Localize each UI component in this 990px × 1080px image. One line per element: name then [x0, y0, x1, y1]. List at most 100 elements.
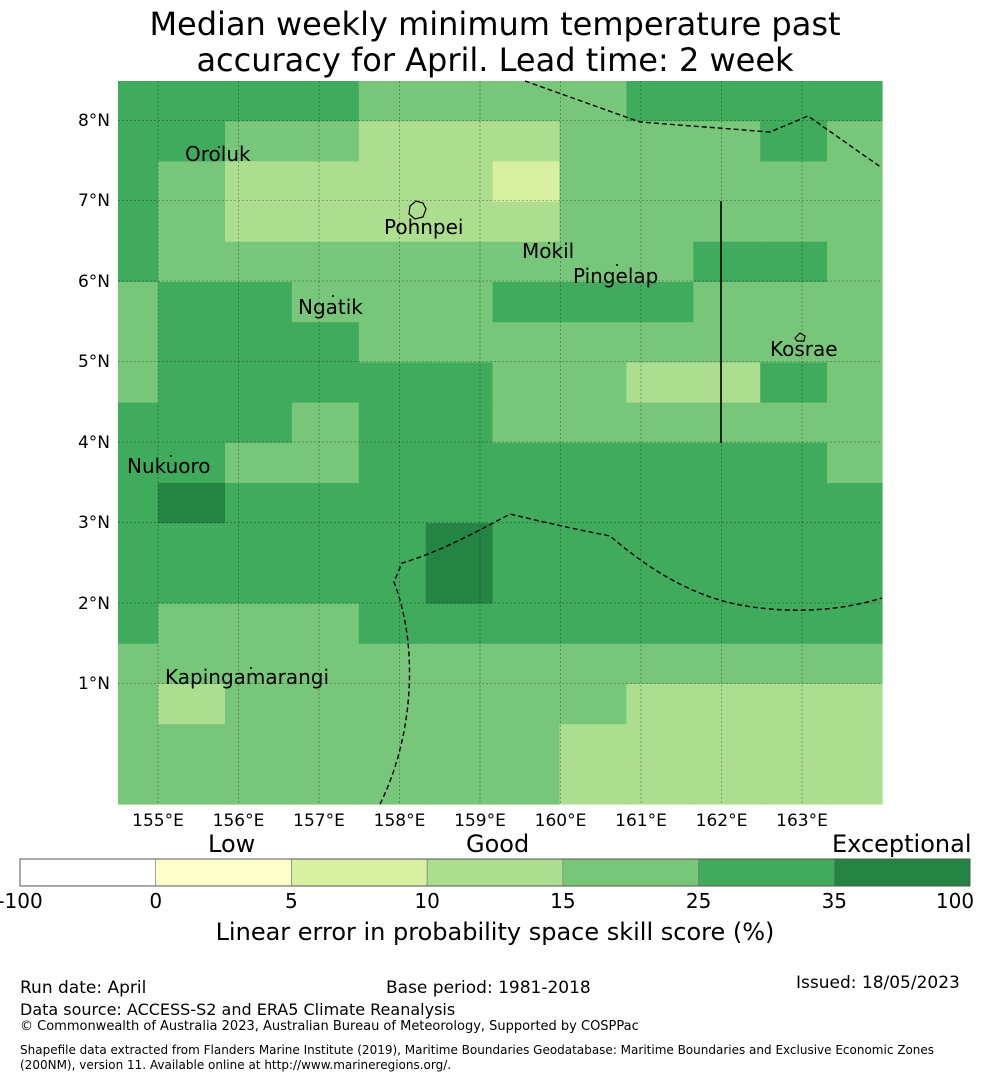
grid-cell [158, 563, 226, 605]
grid-cell [760, 402, 828, 444]
lat-label-5n: 5°N [78, 352, 110, 372]
grid-cell [760, 483, 828, 524]
grid-cell [158, 523, 226, 564]
eez-boundary-south-arc [379, 513, 883, 805]
grid-cell [760, 764, 828, 805]
grid-cell [626, 81, 694, 122]
grid-cell [559, 81, 627, 122]
grid-cell [626, 724, 694, 765]
lat-label-1n: 1°N [78, 674, 110, 694]
pohnpei-island-icon [408, 200, 427, 220]
grid-cell [358, 764, 427, 805]
grid-cell [225, 523, 293, 564]
grid-cell [827, 201, 883, 243]
grid-cell [291, 764, 360, 805]
grid-cell [559, 322, 627, 363]
grid-cell [693, 402, 761, 444]
grid-cell [358, 201, 427, 243]
grid-cell [559, 603, 627, 645]
grid-cell [693, 643, 761, 685]
grid-cell [425, 442, 494, 484]
grid-cell [358, 121, 427, 162]
grid-cell [693, 161, 761, 203]
grid-cell [492, 161, 561, 203]
grid-cell [559, 241, 627, 283]
grid-cell [291, 241, 360, 283]
island-outlines [408, 200, 806, 342]
grid-cell [559, 684, 627, 725]
cb-tick-5: 5 [285, 889, 298, 913]
grid-cell [158, 603, 226, 645]
colorbar-segment [19, 858, 157, 887]
data-source: Data source: ACCESS-S2 and ERA5 Climate … [20, 1000, 456, 1019]
grid-cell [693, 201, 761, 243]
grid-cell [158, 121, 226, 162]
grid-cell [225, 81, 293, 122]
grid-cell [291, 121, 360, 162]
grid-cell [358, 643, 427, 685]
place-label-oroluk: Oroluk [185, 142, 251, 166]
grid-cell [225, 241, 293, 283]
grid-cell [760, 201, 828, 243]
grid-cell [225, 201, 293, 243]
grid-cell [827, 362, 883, 404]
place-label-nukuoro: Nukuoro [127, 454, 211, 478]
grid-cell [425, 121, 494, 162]
grid-cell [158, 764, 226, 805]
grid-cell [425, 724, 494, 765]
kosrae-island-icon [794, 332, 806, 342]
grid-cell [626, 402, 694, 444]
grid-cell [158, 201, 226, 243]
shapefile-credit-line-2: (200NM), version 11. Available online at… [20, 1058, 452, 1072]
grid-cell [425, 603, 494, 645]
grid-cell [225, 603, 293, 645]
lat-label-3n: 3°N [78, 513, 110, 533]
grid-cell [827, 322, 883, 363]
grid-cell [626, 282, 694, 323]
grid-cell [358, 483, 427, 524]
grid-cell [693, 563, 761, 605]
skill-grid [118, 81, 883, 805]
grid-cell [291, 362, 360, 404]
grid-cell [118, 121, 159, 162]
colorbar-segments [19, 858, 971, 887]
grid-cell [827, 282, 883, 323]
copyright: © Commonwealth of Australia 2023, Austra… [20, 1019, 639, 1034]
grid-cell [225, 483, 293, 524]
grid-cell [760, 724, 828, 765]
lon-label-159e: 159°E [454, 811, 506, 830]
grid-cell [693, 322, 761, 363]
grid-cell [492, 201, 561, 243]
grid-cell [559, 442, 627, 484]
grid-cell [225, 402, 293, 444]
grid-cell [425, 201, 494, 243]
grid-cell [225, 121, 293, 162]
colorbar: -100 0 5 10 15 25 35 100 [0, 858, 974, 913]
grid-cell [118, 322, 159, 363]
grid-cell [693, 442, 761, 484]
category-label-low: Low [208, 830, 256, 858]
grid-cell [425, 282, 494, 323]
grid-cell [291, 201, 360, 243]
cb-tick-10: 10 [414, 889, 439, 913]
grid-cell [225, 362, 293, 404]
grid-cell [291, 724, 360, 765]
grid-cell [425, 402, 494, 444]
eez-boundaries [379, 80, 883, 805]
colorbar-segment [698, 858, 835, 887]
title-line-1: Median weekly minimum temperature past [149, 5, 841, 43]
grid-cell [291, 81, 360, 122]
grid-cell [760, 241, 828, 283]
colorbar-segment [833, 858, 971, 887]
grid-cell [291, 523, 360, 564]
colorbar-segment [291, 858, 428, 887]
colorbar-ticks: -100 0 5 10 15 25 35 100 [0, 889, 974, 913]
lon-label-158e: 158°E [374, 811, 426, 830]
grid-cell [291, 322, 360, 363]
grid-cell [760, 523, 828, 564]
grid-cell [760, 684, 828, 725]
colorbar-title: Linear error in probability space skill … [215, 918, 775, 946]
grid-cell [827, 603, 883, 645]
place-label-pingelap: Pingelap [573, 264, 658, 288]
place-label-kosrae: Kosrae [770, 337, 838, 361]
